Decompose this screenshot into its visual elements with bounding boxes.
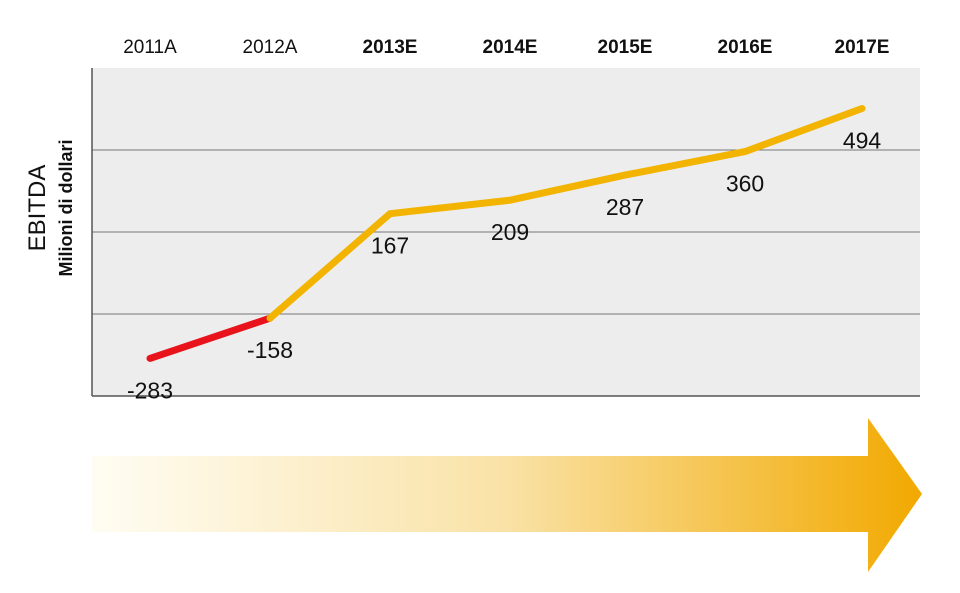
category-label: 2017E: [835, 37, 890, 58]
data-labels: -283 -158 167 209 287 360 494: [127, 128, 881, 404]
data-label: 287: [606, 194, 644, 220]
y-axis-title: EBITDA: [24, 165, 51, 252]
axes: [91, 68, 920, 397]
estimate-line-segment: [266, 105, 866, 322]
data-label: -158: [247, 337, 293, 363]
actual-line-segment: [146, 314, 274, 362]
category-label: 2014E: [483, 37, 538, 58]
y-axis-subtitle: Milioni di dollari: [56, 140, 76, 277]
data-label: 360: [726, 171, 764, 197]
category-labels: 2011A 2012A 2013E 2014E 2015E 2016E 2017E: [123, 37, 889, 58]
category-label: 2011A: [123, 37, 177, 58]
category-label: 2016E: [718, 37, 773, 58]
category-label: 2015E: [598, 37, 653, 58]
growth-arrow: [92, 418, 922, 572]
data-label: 494: [843, 128, 882, 154]
data-label: -283: [127, 377, 173, 403]
data-label: 209: [491, 219, 529, 245]
data-label: 167: [371, 233, 409, 259]
ebitda-series: [146, 105, 866, 362]
grid-lines: [92, 149, 920, 315]
category-label: 2013E: [363, 37, 418, 58]
category-label: 2012A: [243, 37, 298, 58]
